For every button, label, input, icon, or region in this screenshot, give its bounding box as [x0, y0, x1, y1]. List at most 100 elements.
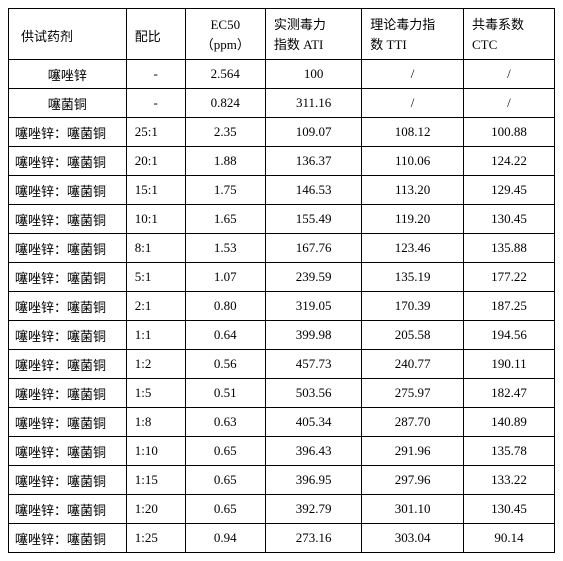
cell-ctc: 182.47 [463, 379, 554, 408]
cell-ratio: 1:20 [126, 495, 185, 524]
cell-tti: 135.19 [362, 263, 464, 292]
header-ctc-l1: 共毒系数 [472, 15, 548, 35]
cell-ctc: / [463, 89, 554, 118]
header-ati-l1: 实测毒力 [274, 15, 355, 35]
cell-agent: 噻唑锌 [9, 60, 127, 89]
cell-agent: 噻唑锌：噻菌铜 [9, 176, 127, 205]
cell-ratio: 1:5 [126, 379, 185, 408]
header-ctc-l2: CTC [472, 35, 548, 55]
header-ratio-label: 配比 [135, 29, 161, 44]
cell-ratio: 1:1 [126, 321, 185, 350]
cell-agent: 噻唑锌：噻菌铜 [9, 524, 127, 553]
cell-ati: 311.16 [265, 89, 361, 118]
cell-ctc: 90.14 [463, 524, 554, 553]
cell-tti: / [362, 89, 464, 118]
cell-tti: 113.20 [362, 176, 464, 205]
header-agent: 供试药剂 [9, 9, 127, 60]
cell-agent: 噻唑锌：噻菌铜 [9, 118, 127, 147]
table-row: 噻唑锌：噻菌铜8:11.53167.76123.46135.88 [9, 234, 555, 263]
cell-ctc: 177.22 [463, 263, 554, 292]
cell-ati: 109.07 [265, 118, 361, 147]
cell-ati: 319.05 [265, 292, 361, 321]
cell-ratio: 1:25 [126, 524, 185, 553]
cell-ratio: 8:1 [126, 234, 185, 263]
table-row: 噻唑锌：噻菌铜15:11.75146.53113.20129.45 [9, 176, 555, 205]
table-row: 噻唑锌：噻菌铜10:11.65155.49119.20130.45 [9, 205, 555, 234]
table-row: 噻唑锌：噻菌铜1:200.65392.79301.10130.45 [9, 495, 555, 524]
cell-tti: / [362, 60, 464, 89]
cell-tti: 123.46 [362, 234, 464, 263]
header-ec50-l2: （ppm） [192, 35, 259, 55]
cell-ati: 239.59 [265, 263, 361, 292]
cell-ec50: 1.88 [185, 147, 265, 176]
cell-tti: 303.04 [362, 524, 464, 553]
cell-agent: 噻唑锌：噻菌铜 [9, 350, 127, 379]
cell-ratio: - [126, 89, 185, 118]
header-tti-l2: 数 TTI [370, 35, 457, 55]
cell-tti: 205.58 [362, 321, 464, 350]
cell-agent: 噻唑锌：噻菌铜 [9, 379, 127, 408]
table-row: 噻唑锌：噻菌铜1:10.64399.98205.58194.56 [9, 321, 555, 350]
table-row: 噻唑锌-2.564100// [9, 60, 555, 89]
cell-ratio: 1:15 [126, 466, 185, 495]
cell-agent: 噻唑锌：噻菌铜 [9, 437, 127, 466]
header-ratio: 配比 [126, 9, 185, 60]
cell-tti: 301.10 [362, 495, 464, 524]
cell-agent: 噻唑锌：噻菌铜 [9, 147, 127, 176]
cell-ec50: 1.65 [185, 205, 265, 234]
header-ati-l2: 指数 ATI [274, 35, 355, 55]
cell-ec50: 1.75 [185, 176, 265, 205]
header-row: 供试药剂 配比 EC50 （ppm） 实测毒力 指数 ATI 理论毒力指 数 T… [9, 9, 555, 60]
header-ec50-l1: EC50 [192, 15, 259, 35]
cell-ratio: 1:2 [126, 350, 185, 379]
cell-ctc: 130.45 [463, 495, 554, 524]
cell-ati: 396.95 [265, 466, 361, 495]
cell-agent: 噻菌铜 [9, 89, 127, 118]
cell-ati: 136.37 [265, 147, 361, 176]
table-row: 噻唑锌：噻菌铜1:150.65396.95297.96133.22 [9, 466, 555, 495]
cell-tti: 119.20 [362, 205, 464, 234]
cell-ec50: 0.65 [185, 437, 265, 466]
cell-ati: 392.79 [265, 495, 361, 524]
cell-ctc: 133.22 [463, 466, 554, 495]
table-row: 噻唑锌：噻菌铜1:50.51503.56275.97182.47 [9, 379, 555, 408]
cell-ec50: 0.51 [185, 379, 265, 408]
cell-ec50: 0.65 [185, 495, 265, 524]
cell-agent: 噻唑锌：噻菌铜 [9, 466, 127, 495]
cell-ati: 167.76 [265, 234, 361, 263]
table-row: 噻唑锌：噻菌铜20:11.88136.37110.06124.22 [9, 147, 555, 176]
table-row: 噻菌铜-0.824311.16// [9, 89, 555, 118]
cell-ec50: 1.53 [185, 234, 265, 263]
cell-ec50: 0.65 [185, 466, 265, 495]
cell-tti: 170.39 [362, 292, 464, 321]
cell-agent: 噻唑锌：噻菌铜 [9, 408, 127, 437]
table-row: 噻唑锌：噻菌铜2:10.80319.05170.39187.25 [9, 292, 555, 321]
cell-ec50: 0.824 [185, 89, 265, 118]
header-agent-label: 供试药剂 [21, 29, 73, 44]
cell-ctc: 124.22 [463, 147, 554, 176]
cell-agent: 噻唑锌：噻菌铜 [9, 234, 127, 263]
table-row: 噻唑锌：噻菌铜25:12.35109.07108.12100.88 [9, 118, 555, 147]
cell-agent: 噻唑锌：噻菌铜 [9, 263, 127, 292]
cell-ec50: 0.64 [185, 321, 265, 350]
cell-agent: 噻唑锌：噻菌铜 [9, 292, 127, 321]
cell-ctc: / [463, 60, 554, 89]
cell-ratio: 1:8 [126, 408, 185, 437]
cell-ctc: 187.25 [463, 292, 554, 321]
cell-ati: 399.98 [265, 321, 361, 350]
cell-agent: 噻唑锌：噻菌铜 [9, 205, 127, 234]
cell-agent: 噻唑锌：噻菌铜 [9, 495, 127, 524]
header-ctc: 共毒系数 CTC [463, 9, 554, 60]
cell-ati: 396.43 [265, 437, 361, 466]
cell-ratio: 20:1 [126, 147, 185, 176]
cell-ati: 405.34 [265, 408, 361, 437]
table-row: 噻唑锌：噻菌铜1:80.63405.34287.70140.89 [9, 408, 555, 437]
cell-ec50: 0.63 [185, 408, 265, 437]
cell-ati: 273.16 [265, 524, 361, 553]
header-ec50: EC50 （ppm） [185, 9, 265, 60]
cell-ctc: 135.88 [463, 234, 554, 263]
header-tti-l1: 理论毒力指 [370, 15, 457, 35]
cell-ec50: 2.35 [185, 118, 265, 147]
cell-tti: 240.77 [362, 350, 464, 379]
table-row: 噻唑锌：噻菌铜1:250.94273.16303.0490.14 [9, 524, 555, 553]
